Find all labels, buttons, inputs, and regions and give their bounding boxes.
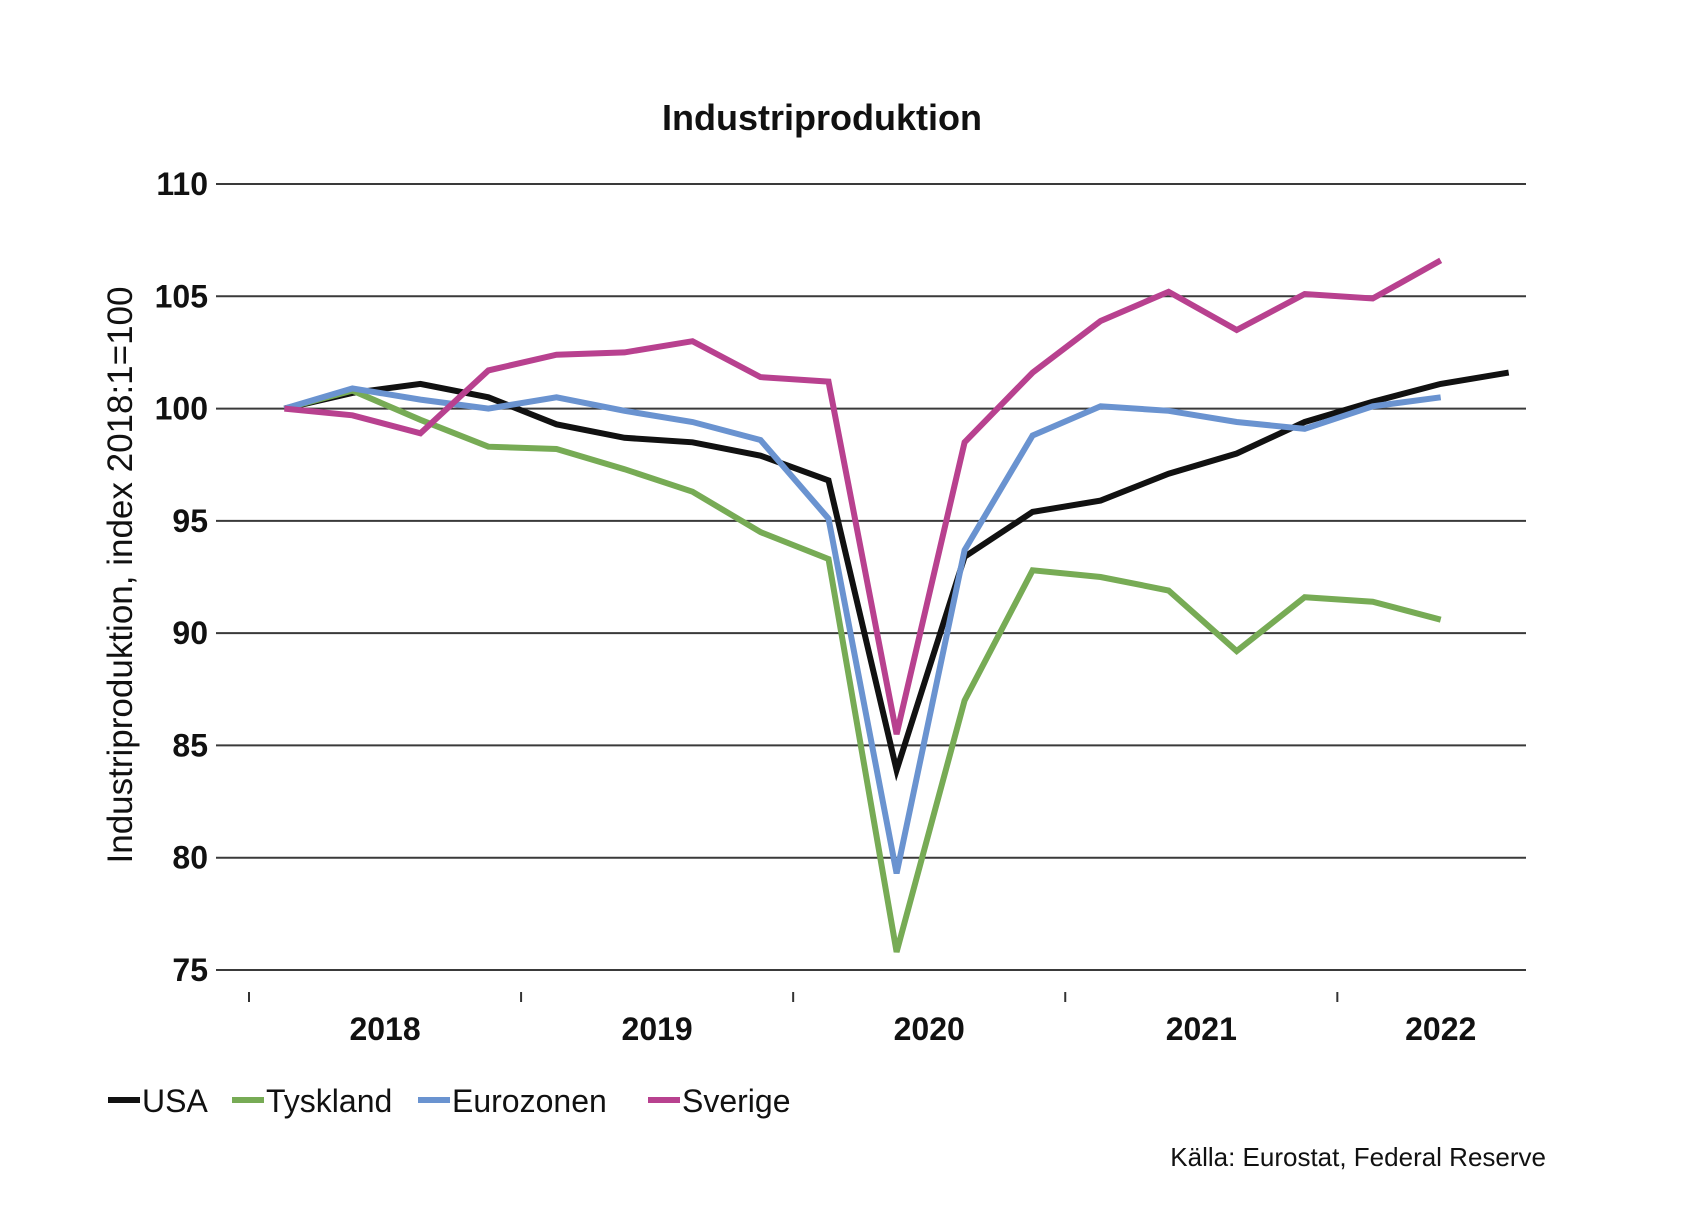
x-tick-label-2021: 2021 bbox=[1166, 1011, 1237, 1047]
x-tick-label-2018: 2018 bbox=[349, 1011, 420, 1047]
y-tick-label-80: 80 bbox=[172, 840, 208, 876]
y-axis-label: Industriproduktion, index 2018:1=100 bbox=[101, 287, 140, 864]
source-note: Källa: Eurostat, Federal Reserve bbox=[1170, 1142, 1546, 1172]
legend-label-usa: USA bbox=[142, 1083, 208, 1119]
y-tick-label-95: 95 bbox=[172, 503, 208, 539]
x-tick-label-2020: 2020 bbox=[894, 1011, 965, 1047]
x-axis: 2018 2019 2020 2021 2022 bbox=[248, 992, 1476, 1047]
gridlines bbox=[216, 183, 1526, 971]
y-tick-label-105: 105 bbox=[155, 278, 208, 314]
legend-label-eurozonen: Eurozonen bbox=[452, 1083, 607, 1119]
y-tick-label-85: 85 bbox=[172, 727, 208, 763]
y-tick-label-100: 100 bbox=[155, 391, 208, 427]
y-tick-label-90: 90 bbox=[172, 615, 208, 651]
series-lines bbox=[283, 257, 1510, 953]
x-tick-label-2019: 2019 bbox=[622, 1011, 693, 1047]
chart-title: Industriproduktion bbox=[662, 97, 982, 138]
series-line-eurozonen bbox=[283, 385, 1442, 875]
y-axis-ticks: 75 80 85 90 95 100 105 110 bbox=[155, 166, 208, 988]
y-tick-label-110: 110 bbox=[156, 166, 208, 202]
legend-label-tyskland: Tyskland bbox=[266, 1083, 392, 1119]
y-tick-label-75: 75 bbox=[172, 952, 208, 988]
x-tick-label-2022: 2022 bbox=[1405, 1011, 1476, 1047]
series-line-sverige bbox=[284, 257, 1443, 735]
series-line-usa bbox=[283, 369, 1510, 782]
legend-label-sverige: Sverige bbox=[682, 1083, 791, 1119]
series-line-tyskland bbox=[283, 387, 1442, 953]
legend: USA Tyskland Eurozonen Sverige bbox=[108, 1083, 791, 1119]
